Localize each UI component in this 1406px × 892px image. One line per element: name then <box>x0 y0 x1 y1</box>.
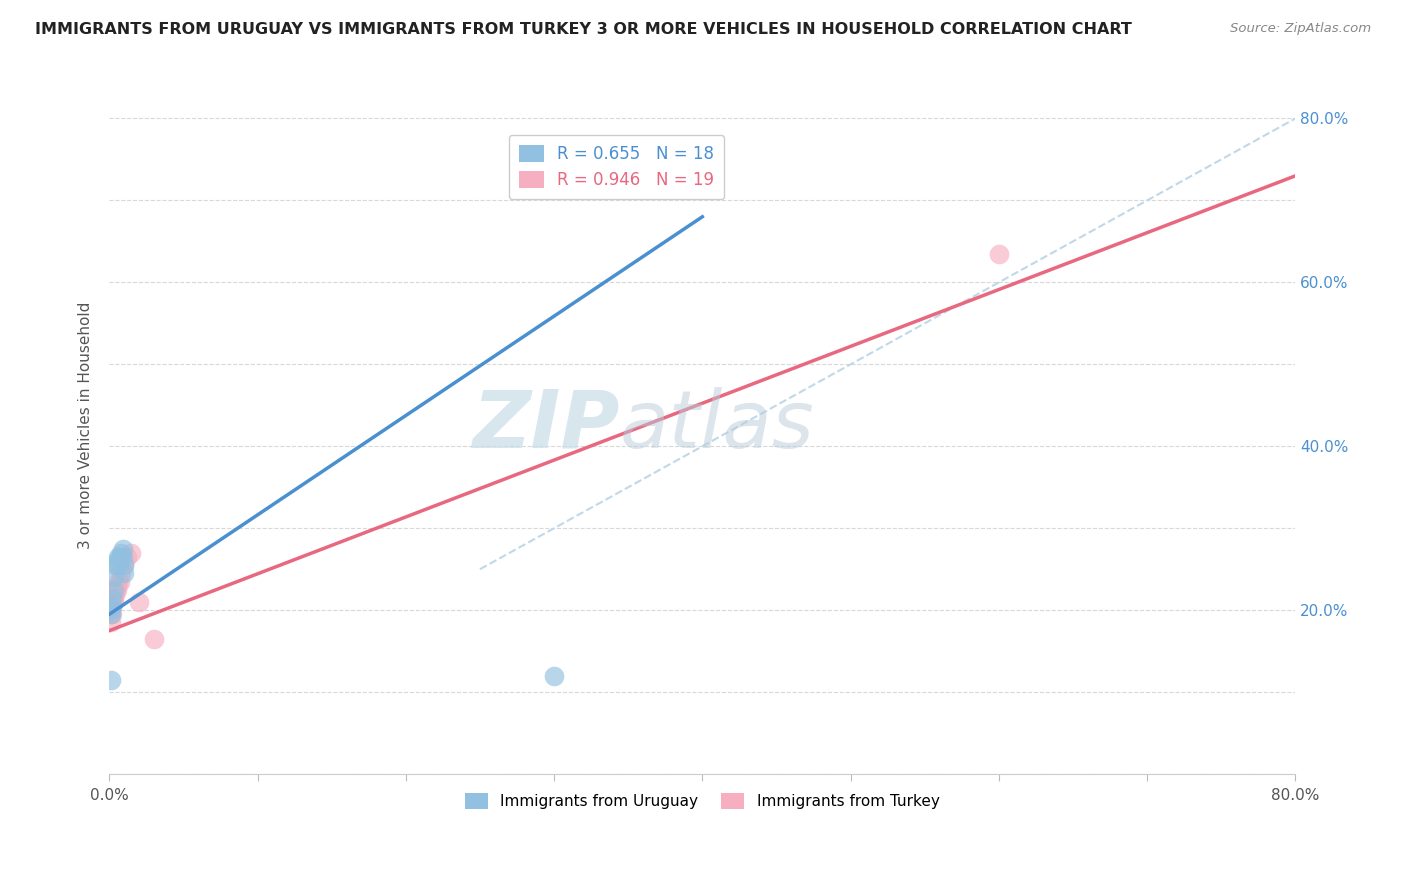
Point <box>107 549 129 564</box>
Point <box>105 579 128 593</box>
Point <box>105 558 128 573</box>
Point <box>104 558 127 573</box>
Point <box>107 574 129 589</box>
Point <box>103 591 125 605</box>
Point <box>112 558 135 573</box>
Point <box>111 549 134 564</box>
Point <box>103 570 125 584</box>
Point <box>110 566 132 581</box>
Point <box>101 591 124 605</box>
Point <box>108 549 131 564</box>
Point <box>100 673 122 687</box>
Text: atlas: atlas <box>619 387 814 465</box>
Point <box>101 599 124 613</box>
Text: Source: ZipAtlas.com: Source: ZipAtlas.com <box>1230 22 1371 36</box>
Point <box>100 615 122 630</box>
Point <box>110 546 132 560</box>
Point <box>987 246 1010 260</box>
Point <box>103 582 125 597</box>
Point <box>121 546 143 560</box>
Point <box>105 554 128 568</box>
Point <box>128 595 150 609</box>
Point <box>105 582 128 597</box>
Point <box>104 587 127 601</box>
Y-axis label: 3 or more Vehicles in Household: 3 or more Vehicles in Household <box>79 302 93 549</box>
Point <box>101 599 124 613</box>
Point <box>100 607 122 622</box>
Point <box>100 607 122 622</box>
Point <box>112 566 135 581</box>
Point <box>115 549 138 564</box>
Point <box>104 582 127 597</box>
Point <box>142 632 165 646</box>
Point <box>101 607 124 622</box>
Point <box>100 603 122 617</box>
Point <box>543 669 565 683</box>
Text: IMMIGRANTS FROM URUGUAY VS IMMIGRANTS FROM TURKEY 3 OR MORE VEHICLES IN HOUSEHOL: IMMIGRANTS FROM URUGUAY VS IMMIGRANTS FR… <box>35 22 1132 37</box>
Legend: Immigrants from Uruguay, Immigrants from Turkey: Immigrants from Uruguay, Immigrants from… <box>460 787 945 815</box>
Text: ZIP: ZIP <box>472 387 619 465</box>
Point <box>111 541 134 556</box>
Point <box>103 595 125 609</box>
Point <box>108 574 131 589</box>
Point <box>112 558 135 573</box>
